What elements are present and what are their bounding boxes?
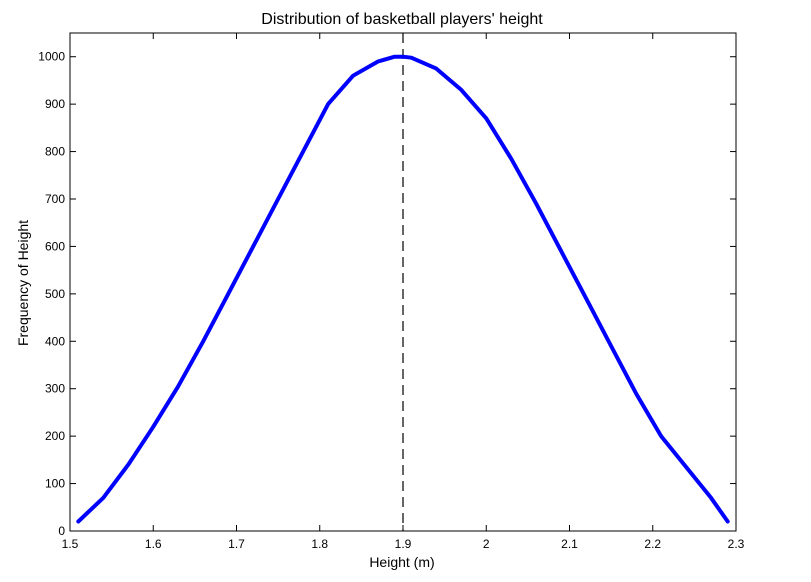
y-tick-label: 100 (45, 477, 65, 491)
y-tick-label: 800 (45, 145, 65, 159)
y-tick-label: 500 (45, 287, 65, 301)
y-tick-label: 600 (45, 239, 65, 253)
x-tick-label: 1.7 (228, 537, 245, 551)
y-tick-label: 1000 (38, 50, 65, 64)
y-tick-label: 0 (58, 524, 65, 538)
chart-title: Distribution of basketball players' heig… (261, 11, 543, 28)
x-axis-label: Height (m) (369, 554, 434, 570)
x-tick-label: 2.3 (728, 537, 745, 551)
x-tick-label: 1.8 (311, 537, 328, 551)
x-tick-label: 1.9 (395, 537, 412, 551)
distribution-curve (76, 54, 730, 524)
x-tick-label: 2 (483, 537, 490, 551)
y-tick-label: 700 (45, 192, 65, 206)
y-tick-label: 200 (45, 429, 65, 443)
x-tick-label: 2.1 (561, 537, 578, 551)
y-tick-label: 400 (45, 334, 65, 348)
x-tick-label: 1.5 (62, 537, 79, 551)
y-tick-label: 900 (45, 97, 65, 111)
x-tick-label: 2.2 (644, 537, 661, 551)
x-tick-label: 1.6 (145, 537, 162, 551)
plot-area: 1.5 1.6 1.7 1.8 1.9 2 2.1 2.2 2.3 0 100 200 300 400 50… (38, 32, 745, 551)
y-tick-label: 300 (45, 382, 65, 396)
y-axis-label: Frequency of Height (15, 220, 31, 346)
